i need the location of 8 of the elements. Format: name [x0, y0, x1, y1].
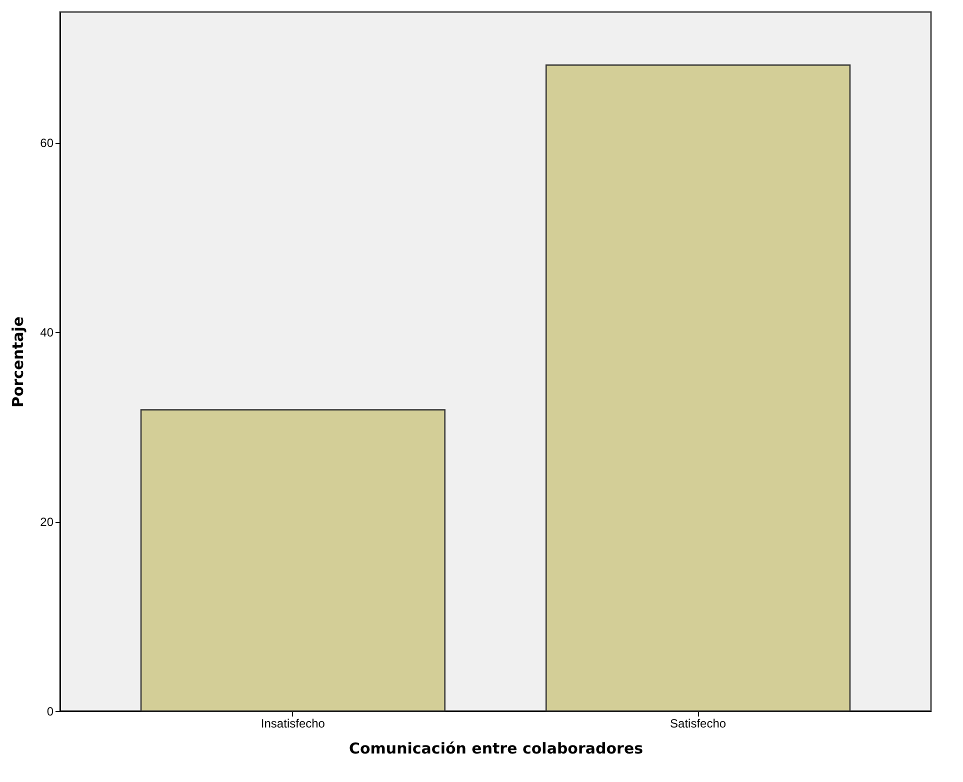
- y-tick-label: 0: [46, 704, 54, 718]
- x-tick-label: Satisfecho: [670, 716, 726, 730]
- y-tick-label: 40: [40, 326, 54, 340]
- x-axis-title: Comunicación entre colaboradores: [348, 740, 644, 758]
- y-tick-label: 20: [40, 515, 54, 530]
- y-axis-title: Porcentaje: [9, 316, 28, 408]
- x-tick-label: Insatisfecho: [260, 716, 326, 730]
- y-tick-label: 60: [40, 136, 54, 150]
